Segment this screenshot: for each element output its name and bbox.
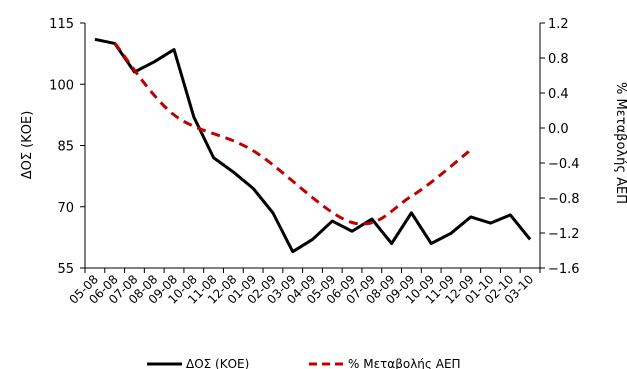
left-tick-label: 85 <box>57 140 74 155</box>
axes <box>84 23 541 269</box>
right-tick-label: 0.0 <box>548 122 569 137</box>
series-layer <box>94 37 532 254</box>
right-tick-label: −0.8 <box>548 192 580 207</box>
right-axis-ticks: −1.6 −1.2 −0.8 −0.4 0.0 0.4 0.8 1.2 <box>540 17 580 277</box>
right-tick-label: −1.2 <box>548 227 580 242</box>
right-tick-label: 0.8 <box>548 52 569 67</box>
left-tick-label: 70 <box>57 201 74 216</box>
right-tick-label: −1.6 <box>548 262 580 277</box>
legend-label-series-2: % Μεταβολής ΑΕΠ <box>348 357 461 369</box>
right-tick-label: 1.2 <box>548 17 569 32</box>
right-tick-label: −0.4 <box>548 157 580 172</box>
legend: ΔΟΣ (ΚΟΕ) % Μεταβολής ΑΕΠ <box>147 357 461 369</box>
right-tick-label: 0.4 <box>548 87 569 102</box>
legend-label-series-1: ΔΟΣ (ΚΟΕ) <box>186 357 249 369</box>
left-tick-label: 115 <box>49 17 74 32</box>
right-axis-title: % Μεταβολής ΑΕΠ <box>613 82 627 204</box>
left-tick-label: 100 <box>49 78 74 93</box>
series-line-2 <box>113 42 472 226</box>
left-axis-title: ΔΟΣ (ΚΟΕ) <box>20 111 35 180</box>
left-axis-ticks: 55 70 85 100 115 <box>49 17 85 277</box>
left-tick-label: 55 <box>57 262 74 277</box>
series-line-1 <box>94 37 532 254</box>
x-axis-ticks: 05-0806-0807-0808-0809-0810-0811-0812-08… <box>66 268 541 307</box>
